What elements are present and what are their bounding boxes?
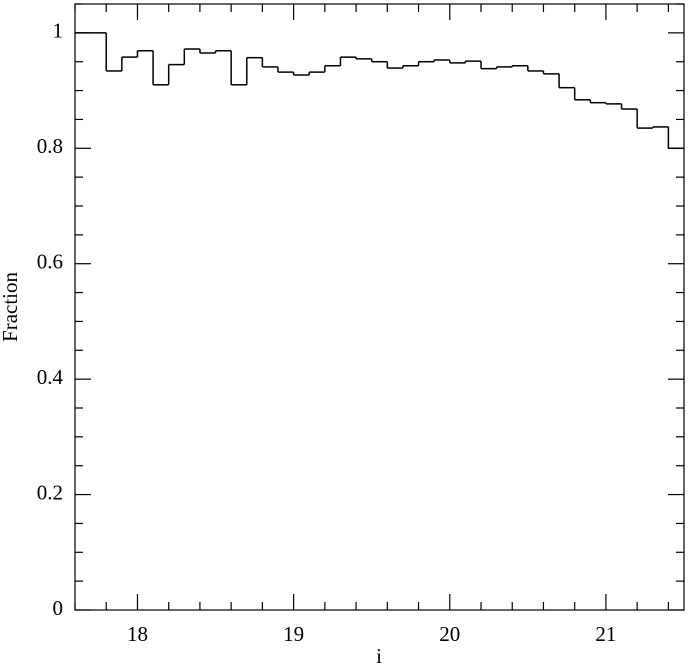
x-tick-label: 19 — [283, 622, 304, 646]
x-tick-label: 18 — [127, 622, 148, 646]
x-tick-label: 20 — [439, 622, 460, 646]
y-tick-label: 1 — [53, 19, 64, 43]
y-tick-label: 0.8 — [37, 134, 63, 158]
x-tick-label: 21 — [595, 622, 616, 646]
y-axis-label: Fraction — [0, 272, 22, 342]
y-tick-label: 0.2 — [37, 480, 63, 504]
x-axis-label: i — [376, 644, 382, 668]
y-tick-label: 0.6 — [37, 250, 63, 274]
y-tick-label: 0 — [53, 596, 64, 620]
plot-frame — [74, 3, 685, 611]
y-tick-label: 0.4 — [37, 365, 64, 389]
